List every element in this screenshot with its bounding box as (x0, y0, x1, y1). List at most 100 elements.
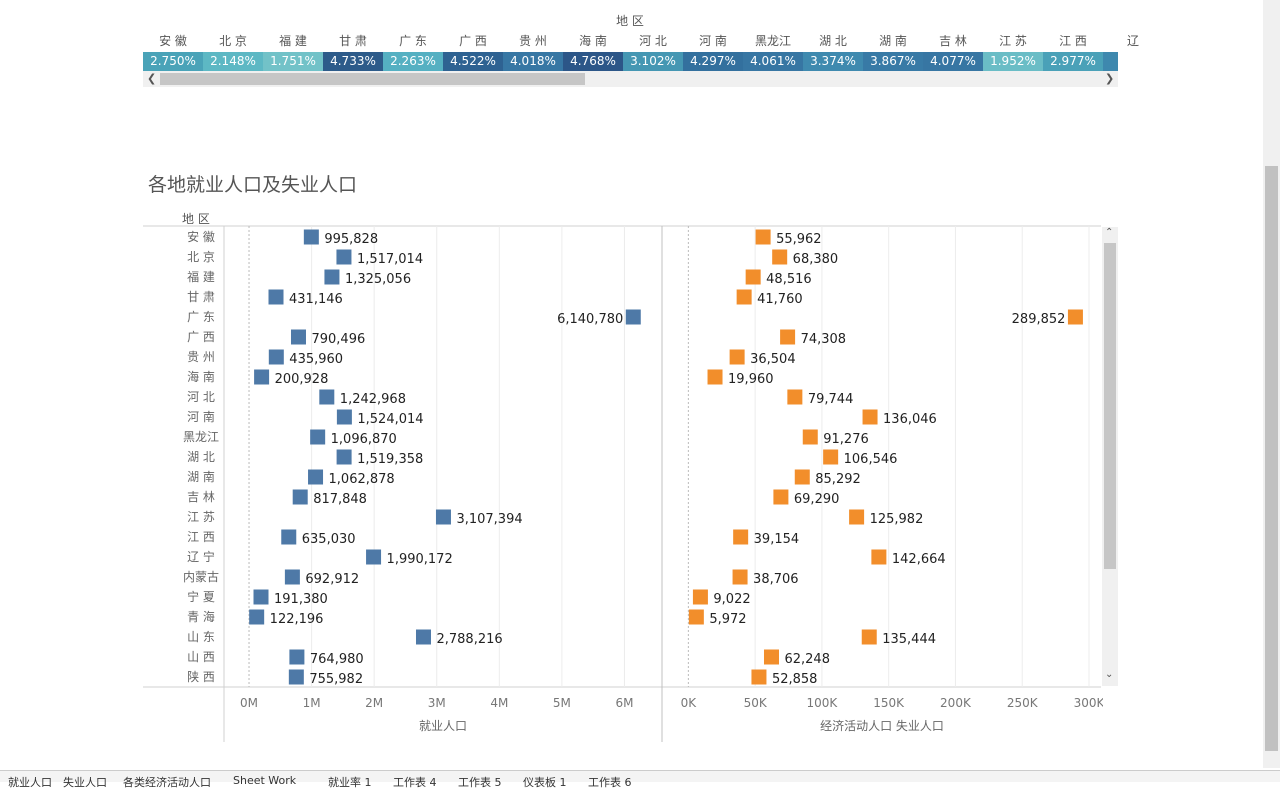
data-mark (862, 409, 878, 425)
top-table-column-header: 河 南 (699, 34, 727, 48)
data-label: 41,760 (757, 292, 803, 307)
data-label: 39,154 (754, 532, 800, 547)
axis-title: 就业人口 (419, 719, 467, 733)
category-label: 湖 北 (187, 449, 215, 464)
row-header-label: 地 区 (182, 212, 210, 226)
data-label: 36,504 (750, 352, 796, 367)
sheet-tab-bar: 就业人口 失业人口 各类经济活动人口 Sheet Work 就业率 1 工作表 4 工作表 … (0, 770, 1280, 789)
category-label: 宁 夏 (187, 589, 215, 604)
data-mark (288, 669, 304, 685)
sheet-tab[interactable]: 仪表板 1 (523, 776, 567, 789)
sheet-tab[interactable]: 工作表 4 (393, 776, 437, 789)
data-label: 200,928 (275, 372, 329, 387)
category-label: 山 东 (187, 630, 215, 644)
data-label: 79,744 (808, 392, 854, 407)
data-label: 289,852 (1012, 312, 1066, 327)
data-label: 52,858 (772, 672, 818, 687)
data-label: 62,248 (784, 652, 830, 667)
axis-tick-label: 300K (1074, 696, 1103, 710)
sheet-tab[interactable]: 就业率 1 (328, 776, 372, 789)
data-label: 1,325,056 (345, 272, 411, 287)
data-mark (729, 349, 745, 365)
horizontal-scrollbar[interactable]: ❮ ❯ (143, 71, 1118, 87)
data-mark (254, 369, 270, 385)
data-label: 48,516 (766, 272, 812, 287)
data-mark (772, 249, 788, 265)
data-mark (268, 289, 284, 305)
data-mark (707, 369, 723, 385)
chart-vertical-scrollbar[interactable]: ⌃ ⌄ (1102, 227, 1118, 686)
data-mark (290, 329, 306, 345)
data-mark (849, 509, 865, 525)
page-vertical-scrollbar[interactable] (1263, 0, 1280, 768)
category-label: 江 苏 (187, 510, 215, 524)
sheet-tab[interactable]: 工作表 5 (458, 776, 502, 789)
data-mark (324, 269, 340, 285)
top-table-cell: 1.751% (263, 52, 323, 71)
scroll-down-icon[interactable]: ⌄ (1105, 669, 1114, 680)
chart-vertical-scroll-thumb[interactable] (1104, 243, 1116, 569)
category-label: 北 京 (187, 250, 215, 264)
category-label: 江 西 (187, 530, 215, 544)
data-label: 91,276 (823, 432, 869, 447)
data-mark (625, 309, 641, 325)
horizontal-scroll-thumb[interactable] (160, 73, 585, 85)
axis-tick-label: 5M (553, 696, 571, 710)
data-mark (736, 289, 752, 305)
top-table-cell: 4.522% (443, 52, 503, 71)
data-label: 1,062,878 (329, 472, 395, 487)
data-mark (281, 529, 297, 545)
data-label: 106,546 (844, 452, 898, 467)
data-label: 1,517,014 (357, 252, 423, 267)
data-mark (745, 269, 761, 285)
data-mark (289, 649, 305, 665)
axis-tick-label: 200K (940, 696, 972, 710)
chart-title: 各地就业人口及失业人口 (148, 174, 358, 196)
data-mark (861, 629, 877, 645)
data-mark (336, 409, 352, 425)
data-label: 692,912 (305, 572, 359, 587)
data-label: 125,982 (870, 512, 924, 527)
axis-tick-label: 4M (490, 696, 508, 710)
sheet-tab[interactable]: 就业人口 (8, 776, 52, 789)
data-mark (1067, 309, 1083, 325)
top-table-cell: 4.077% (923, 52, 983, 71)
sheet-tab[interactable]: 各类经济活动人口 (123, 776, 211, 789)
scroll-right-icon[interactable]: ❯ (1105, 72, 1115, 85)
axis-tick-label: 2M (365, 696, 383, 710)
top-table-header-label: 地 区 (616, 14, 644, 28)
data-label: 69,290 (794, 492, 840, 507)
data-mark (310, 429, 326, 445)
category-label: 甘 肃 (187, 290, 215, 304)
sheet-tab[interactable]: 失业人口 (63, 776, 107, 789)
data-label: 431,146 (289, 292, 343, 307)
data-label: 5,972 (709, 612, 746, 627)
top-table-cell: 3.374% (803, 52, 863, 71)
data-label: 755,982 (309, 672, 363, 687)
top-table-column-header: 河 北 (639, 34, 667, 48)
data-label: 9,022 (713, 592, 750, 607)
data-label: 85,292 (815, 472, 861, 487)
scroll-up-icon[interactable]: ⌃ (1105, 227, 1114, 238)
page-vertical-scroll-thumb[interactable] (1265, 166, 1278, 751)
data-label: 135,444 (882, 632, 936, 647)
top-table-column-header: 广 东 (399, 34, 427, 48)
axis-tick-label: 0K (681, 696, 698, 710)
scroll-left-icon[interactable]: ❮ (147, 72, 157, 85)
data-label: 122,196 (270, 612, 324, 627)
top-table-column-header: 海 南 (579, 34, 607, 48)
data-mark (763, 649, 779, 665)
category-label: 青 海 (187, 609, 215, 624)
data-mark (755, 229, 771, 245)
category-label: 黑龙江 (183, 430, 219, 444)
data-mark (773, 489, 789, 505)
category-label: 广 东 (187, 310, 215, 324)
data-mark (319, 389, 335, 405)
top-table-cell: 2.263% (383, 52, 443, 71)
category-label: 广 西 (187, 330, 215, 344)
sheet-tab[interactable]: 工作表 6 (588, 776, 632, 789)
data-label: 19,960 (728, 372, 774, 387)
category-label: 河 南 (187, 409, 215, 424)
data-mark (249, 609, 265, 625)
